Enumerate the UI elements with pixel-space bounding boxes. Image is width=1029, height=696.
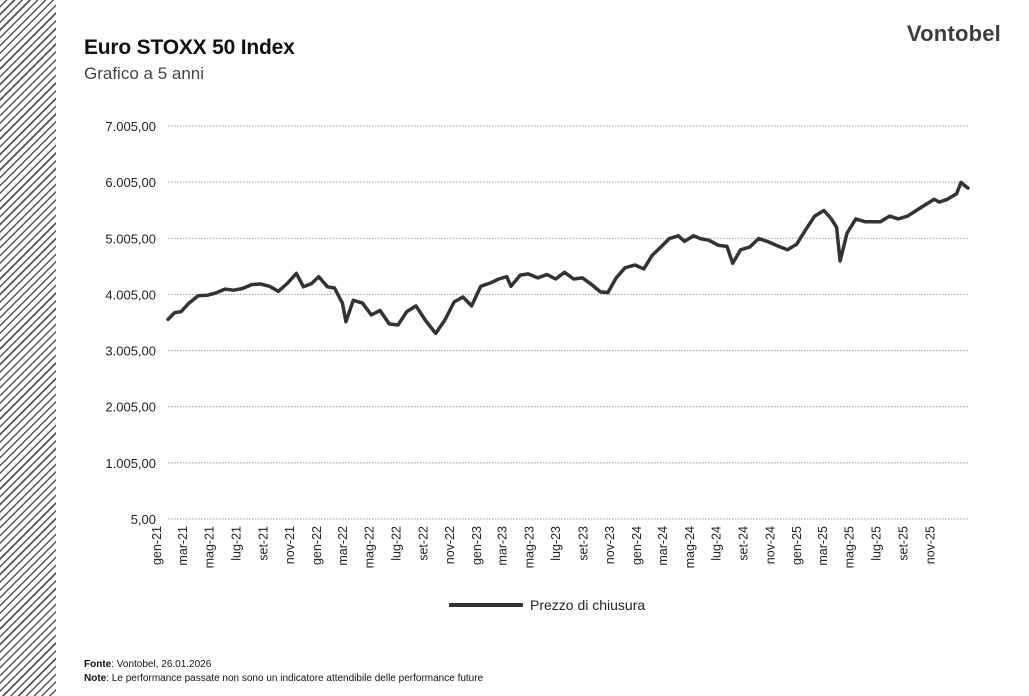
- x-tick-label: nov-25: [923, 526, 937, 564]
- note-text: : Le performance passate non sono un ind…: [106, 673, 484, 684]
- note-label: Note: [84, 673, 107, 684]
- x-tick-label: gen-22: [310, 526, 324, 565]
- y-tick-label: 7.005,00: [105, 119, 156, 134]
- x-tick-label: mar-22: [336, 526, 350, 566]
- series-line: [166, 180, 970, 336]
- x-tick-label: mag-25: [843, 526, 857, 568]
- y-tick-label: 2.005,00: [105, 400, 156, 415]
- x-tick-label: set-25: [897, 526, 911, 561]
- x-tick-label: nov-22: [443, 526, 457, 564]
- x-tick-label: lug-22: [389, 526, 403, 561]
- y-tick-label: 6.005,00: [105, 175, 156, 190]
- x-tick-label: set-24: [737, 526, 751, 561]
- x-tick-label: mag-21: [203, 526, 217, 568]
- disclaimer-note: Note: Le performance passate non sono un…: [84, 673, 483, 684]
- x-tick-label: set-23: [576, 526, 590, 561]
- x-tick-label: nov-24: [763, 526, 777, 564]
- x-tick-label: lug-21: [229, 526, 243, 561]
- brand-logo: Vontobel: [906, 21, 1001, 46]
- x-tick-label: nov-23: [603, 526, 617, 564]
- source-note: Fonte: Vontobel, 26.01.2026: [84, 659, 211, 670]
- y-tick-label: 4.005,00: [105, 287, 156, 302]
- x-tick-label: gen-24: [630, 526, 644, 565]
- x-tick-label: lug-23: [549, 526, 563, 561]
- x-tick-label: lug-24: [710, 526, 724, 561]
- source-text: : Vontobel, 26.01.2026: [111, 659, 212, 670]
- x-tick-label: mag-23: [522, 526, 536, 568]
- x-tick-label: set-21: [257, 526, 271, 561]
- y-tick-label: 5,00: [131, 512, 156, 527]
- chart-title: Euro STOXX 50 Index: [84, 36, 295, 59]
- x-tick-label: set-22: [416, 526, 430, 561]
- chart-subtitle: Grafico a 5 anni: [84, 64, 205, 83]
- x-tick-label: mar-23: [496, 526, 510, 566]
- x-tick-label: mag-24: [683, 526, 697, 568]
- source-label: Fonte: [84, 659, 112, 670]
- x-tick-label: nov-21: [283, 526, 297, 564]
- y-tick-label: 1.005,00: [105, 456, 156, 471]
- x-tick-label: lug-25: [869, 526, 883, 561]
- decorative-stripe-band: [0, 0, 56, 696]
- y-tick-label: 5.005,00: [105, 231, 156, 246]
- x-tick-label: mar-25: [816, 526, 830, 566]
- y-tick-label: 3.005,00: [105, 344, 156, 359]
- x-tick-label: gen-21: [150, 526, 164, 565]
- x-tick-label: gen-25: [790, 526, 804, 565]
- x-tick-label: mar-21: [176, 526, 190, 566]
- x-tick-label: mag-22: [363, 526, 377, 568]
- legend-label: Prezzo di chiusura: [530, 597, 645, 613]
- x-tick-label: gen-23: [470, 526, 484, 565]
- x-tick-label: mar-24: [656, 526, 670, 566]
